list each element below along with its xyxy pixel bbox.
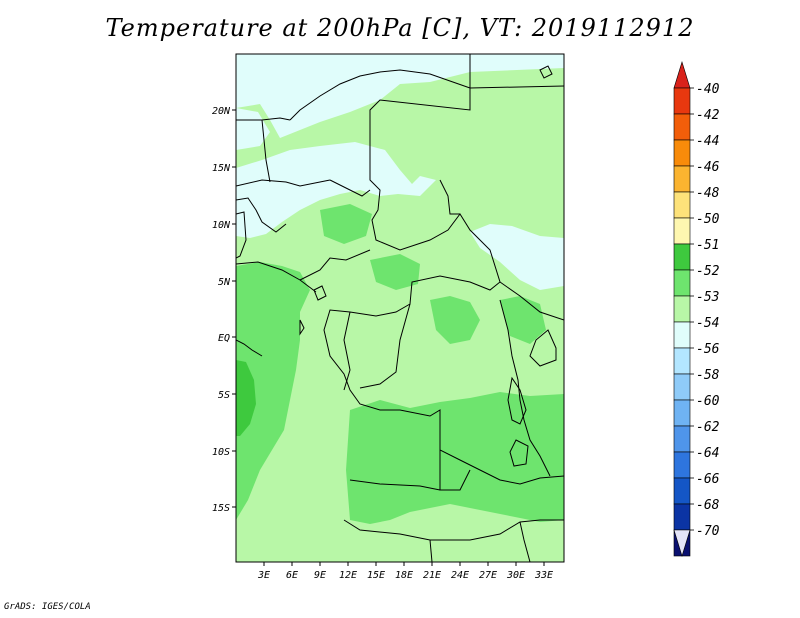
lat-tick-label: 15N	[212, 163, 231, 174]
colorbar-label: -64	[696, 446, 719, 461]
colorbar-label: -42	[696, 108, 720, 123]
colorbar-bin	[673, 503, 691, 531]
colorbar-bin	[673, 451, 691, 479]
lon-tick-label: 27E	[479, 570, 497, 581]
colorbar-bin	[673, 269, 691, 297]
colorbar-label: -50	[696, 212, 720, 227]
colorbar-label: -60	[696, 394, 720, 409]
colorbar-bin	[673, 191, 691, 219]
map-panel	[236, 54, 564, 562]
lon-tick-label: 21E	[423, 570, 441, 581]
lat-tick-label: 10N	[212, 220, 231, 231]
lon-axis: 3E 6E 9E 12E 15E 18E 21E 24E 27E 30E 33E	[257, 562, 553, 581]
lon-tick-label: 30E	[506, 570, 525, 581]
chart-title: Temperature at 200hPa [C], VT: 201911291…	[105, 14, 695, 42]
lon-tick-label: 33E	[534, 570, 553, 581]
colorbar-bin	[673, 165, 691, 193]
colorbar-bin	[673, 295, 691, 323]
colorbar-label: -51	[696, 238, 719, 253]
colorbar-bin	[673, 425, 691, 453]
colorbar-bin	[673, 217, 691, 245]
colorbar-label: -62	[696, 420, 720, 435]
colorbar-label: -44	[696, 134, 719, 149]
lat-axis: 20N 15N 10N 5N EQ 5S 10S 15S	[212, 106, 236, 514]
colorbar-label: -68	[696, 498, 720, 513]
colorbar-bin	[673, 139, 691, 167]
map-frame	[235, 53, 565, 563]
lon-tick-label: 6E	[286, 570, 298, 581]
colorbar-bin	[673, 477, 691, 505]
lon-tick-label: 12E	[339, 570, 357, 581]
lat-tick-label: 10S	[212, 447, 230, 458]
colorbar-label: -54	[696, 316, 719, 331]
lat-tick-label: 5N	[218, 277, 231, 288]
colorbar-bin	[673, 243, 691, 271]
lon-tick-label: 18E	[395, 570, 413, 581]
lon-tick-label: 3E	[257, 570, 270, 581]
colorbar-label: -53	[696, 290, 719, 305]
lat-tick-label: 15S	[212, 503, 230, 514]
colorbar-label: -46	[696, 160, 720, 175]
colorbar: -40 -42 -44 -46 -48 -50 -51 -52 -53 -54 -56 -58 -60 -…	[673, 60, 720, 558]
colorbar-label: -48	[696, 186, 720, 201]
cold-region	[236, 54, 564, 290]
credit-text: GrADS: IGES/COLA	[4, 602, 91, 612]
colorbar-label: -58	[696, 368, 720, 383]
colorbar-label: -56	[696, 342, 720, 357]
lon-tick-label: 9E	[314, 570, 326, 581]
colorbar-label: -52	[696, 264, 720, 279]
colorbar-bin	[673, 321, 691, 349]
colorbar-bin	[673, 113, 691, 141]
colorbar-bin	[673, 373, 691, 401]
lon-tick-label: 24E	[451, 570, 469, 581]
colorbar-bin	[673, 87, 691, 115]
lat-tick-label: EQ	[218, 333, 230, 344]
colorbar-label: -66	[696, 472, 720, 487]
colorbar-label: -40	[696, 82, 720, 97]
colorbar-top-arrow	[673, 60, 691, 89]
colorbar-bottom-arrow	[673, 529, 691, 558]
colorbar-label: -70	[696, 524, 720, 539]
colorbar-bin	[673, 347, 691, 375]
country-borders	[236, 54, 564, 562]
lat-tick-label: 5S	[218, 390, 230, 401]
warm-region	[236, 204, 564, 524]
warmest-region	[236, 360, 256, 436]
lon-tick-label: 15E	[367, 570, 385, 581]
lat-tick-label: 20N	[212, 106, 231, 117]
colorbar-bin	[673, 399, 691, 427]
